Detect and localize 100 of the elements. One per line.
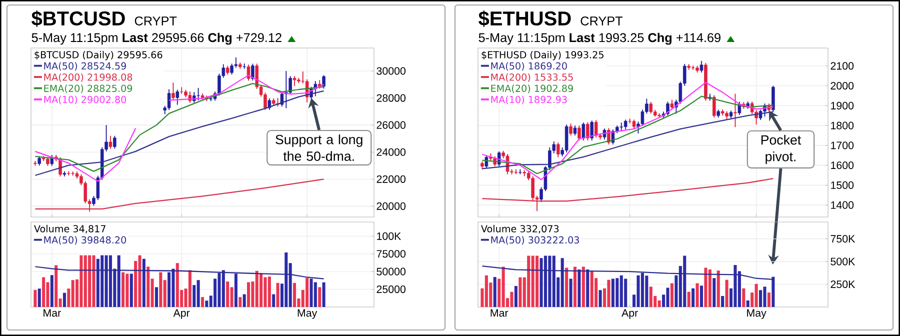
bar	[565, 268, 568, 307]
bar	[607, 280, 610, 307]
bar	[293, 282, 296, 307]
y-tick-label: 26000	[376, 121, 406, 129]
candlestick	[666, 101, 670, 116]
candlestick	[573, 125, 577, 136]
x-tick-label: Apr	[622, 309, 638, 319]
y-tick-label: 28000	[376, 94, 406, 102]
bar	[708, 269, 712, 307]
candlestick	[322, 74, 326, 90]
bar	[318, 287, 322, 307]
bar	[50, 275, 54, 307]
candlestick	[670, 99, 674, 110]
annotation: Support a long the 50-dma.	[276, 134, 362, 161]
bar	[255, 270, 258, 307]
bar	[272, 294, 276, 307]
bar	[188, 270, 192, 307]
bar	[168, 272, 171, 307]
bar	[176, 263, 179, 307]
bar	[514, 286, 518, 307]
legend-label: EMA(20) 28825.09	[44, 84, 132, 94]
bar	[264, 277, 267, 307]
candlestick	[578, 125, 581, 141]
bar	[700, 286, 704, 307]
bar	[146, 266, 150, 307]
bar	[772, 276, 775, 307]
candlestick	[288, 76, 292, 95]
bar	[92, 255, 96, 307]
bar	[544, 256, 547, 307]
bar	[138, 255, 142, 307]
candlestick	[108, 135, 112, 150]
y-tick-label: 30000	[376, 67, 406, 75]
candlestick	[172, 82, 175, 100]
candlestick	[176, 89, 180, 106]
bar	[484, 275, 488, 307]
bar	[54, 265, 58, 307]
bar	[746, 300, 750, 307]
bar	[666, 288, 670, 307]
bar	[226, 282, 230, 307]
bar	[172, 268, 175, 307]
bar	[42, 277, 46, 307]
legend-label: MA(50) 39848.20	[44, 236, 126, 245]
bar	[196, 280, 200, 307]
bar	[142, 258, 146, 307]
y-tick-label: 250K	[830, 280, 856, 288]
bar	[84, 255, 87, 307]
bar	[104, 255, 108, 307]
candlestick	[113, 135, 116, 150]
bar	[687, 292, 690, 307]
annotation: Pocket pivot.	[761, 134, 802, 164]
legend-label: MA(50) 1869.20	[491, 62, 567, 71]
bar	[590, 271, 594, 307]
y-tick-label: 750K	[830, 235, 856, 243]
bar	[683, 256, 686, 307]
bar	[645, 276, 648, 307]
bar	[493, 277, 496, 307]
bar	[159, 272, 162, 307]
bar	[611, 278, 614, 307]
bar	[560, 258, 564, 307]
bar	[126, 274, 129, 307]
bar	[276, 282, 280, 307]
candlestick	[772, 85, 775, 112]
bar	[578, 269, 581, 307]
candlestick	[196, 87, 200, 101]
bar	[322, 282, 326, 307]
bar	[260, 272, 263, 307]
bar	[759, 290, 762, 307]
bar	[234, 274, 238, 307]
bar	[96, 258, 100, 307]
bar	[242, 294, 246, 307]
y-tick-label: 1800	[831, 122, 854, 130]
candlestick	[246, 64, 250, 82]
legend-title: Volume 332,073	[481, 224, 559, 234]
bar	[586, 269, 590, 307]
bar	[117, 255, 120, 307]
bar	[721, 296, 724, 307]
bar	[658, 300, 661, 307]
candlestick	[569, 123, 572, 136]
bar	[314, 282, 317, 307]
chart-title: $ETHUSD	[478, 10, 571, 27]
candlestick	[251, 63, 254, 82]
bar	[624, 278, 628, 307]
candlestick	[484, 154, 488, 169]
candlestick	[712, 94, 716, 118]
bar	[598, 290, 602, 307]
bar	[536, 256, 539, 307]
bar	[247, 282, 250, 307]
bar	[88, 255, 92, 307]
bar	[649, 286, 652, 307]
y-tick-label: 1500	[831, 181, 854, 189]
x-tick-label: May	[298, 309, 318, 319]
bar	[767, 292, 770, 307]
y-tick-label: 500K	[830, 258, 856, 266]
bar	[306, 278, 309, 307]
legend-label: MA(50) 28524.59	[44, 62, 126, 71]
legend-label: MA(10) 1892.93	[491, 96, 567, 104]
x-tick-label: Apr	[173, 309, 190, 319]
bar	[725, 280, 728, 307]
bar	[502, 266, 505, 307]
legend-title: $ETHUSD (Daily) 1993.25	[482, 50, 604, 60]
